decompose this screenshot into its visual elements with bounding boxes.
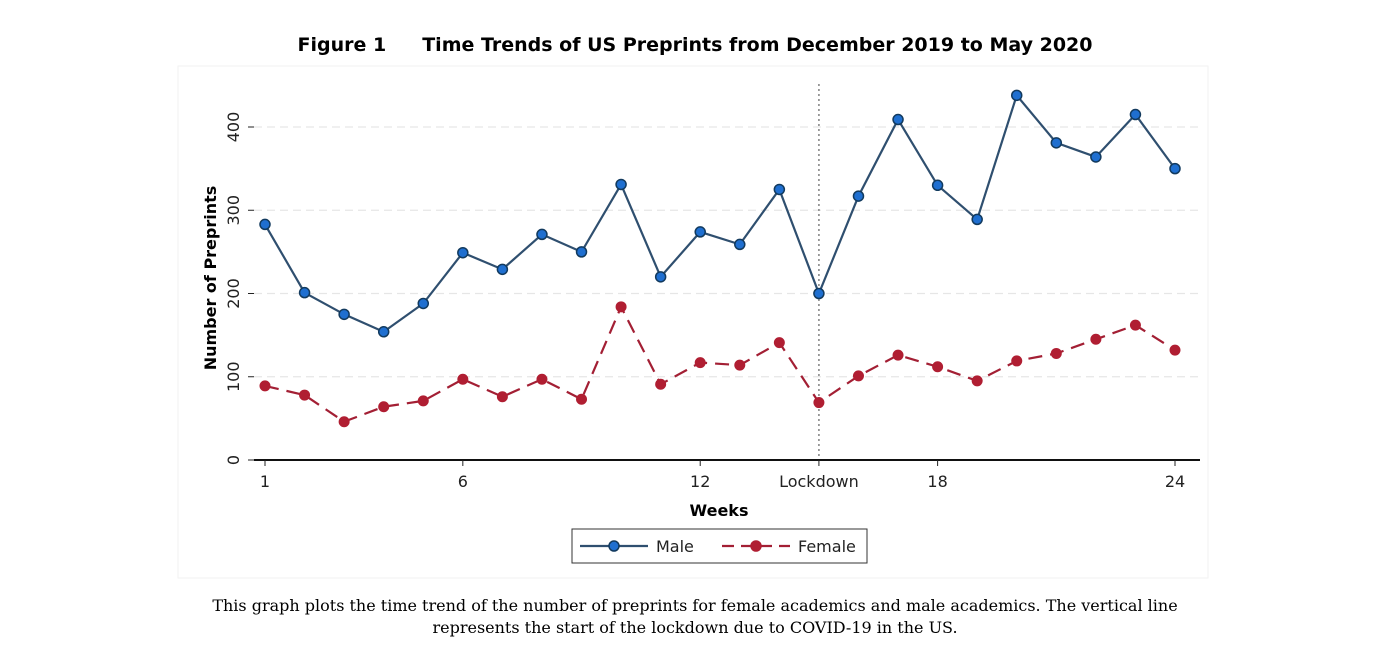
chart-frame: [177, 65, 1209, 579]
data-point-female: [892, 349, 904, 361]
data-point-female: [338, 416, 350, 428]
data-point-female: [694, 357, 706, 369]
series-line-male: [264, 93, 1176, 334]
data-point-female: [1169, 344, 1181, 356]
series-group: [259, 89, 1181, 428]
data-point-female: [576, 393, 588, 405]
y-tick-label: 200: [224, 278, 243, 309]
data-point-female: [971, 375, 983, 387]
data-point-female: [813, 397, 825, 409]
data-point-female: [1011, 355, 1023, 367]
y-tick-label: 300: [224, 195, 243, 226]
data-point-male: [259, 218, 271, 231]
data-point-male: [654, 271, 667, 283]
data-point-female: [299, 389, 311, 401]
y-tick-label: 0: [224, 455, 243, 465]
data-point-male: [1050, 137, 1063, 149]
data-point-female: [1090, 333, 1102, 345]
x-tick-label: 1: [260, 472, 270, 491]
data-point-female: [1050, 347, 1062, 359]
legend-box: [571, 528, 868, 564]
data-point-female: [378, 401, 390, 413]
legend-label-female: Female: [798, 537, 856, 556]
x-tick-label: 12: [690, 472, 710, 491]
data-point-male: [852, 190, 865, 202]
data-point-male: [575, 246, 588, 258]
data-point-female: [852, 370, 864, 382]
line-chart: 0 100 200 300 400 1 6 12 Lockdown 18 24 Weeks Numb…: [177, 65, 1209, 579]
data-point-male: [338, 308, 350, 321]
data-point-male: [1129, 108, 1142, 121]
x-tick-label: Lockdown: [779, 472, 859, 491]
legend-label-male: Male: [656, 537, 694, 556]
y-tick-label: 400: [224, 112, 243, 143]
figure-title-text: Time Trends of US Preprints from Decembe…: [422, 34, 1093, 56]
data-point-male: [417, 297, 430, 310]
data-point-male: [457, 246, 469, 259]
data-point-male: [931, 179, 944, 192]
legend-marker-male: [608, 540, 620, 552]
data-point-female: [417, 395, 429, 407]
y-axis-label: Number of Preprints: [201, 186, 220, 371]
data-point-male: [1169, 162, 1181, 175]
data-point-female: [615, 301, 627, 313]
data-point-male: [496, 263, 509, 276]
data-point-female: [734, 359, 746, 371]
data-point-female: [773, 337, 785, 349]
data-point-female: [496, 391, 508, 403]
figure-number: Figure 1: [297, 34, 387, 56]
data-point-male: [773, 183, 786, 196]
data-point-male: [734, 238, 746, 251]
data-point-male: [377, 326, 390, 338]
legend-marker-female: [750, 540, 762, 552]
data-point-female: [259, 380, 271, 392]
data-point-male: [892, 113, 904, 126]
x-tick-label: 18: [927, 472, 947, 491]
data-point-male: [536, 228, 548, 241]
data-point-male: [813, 287, 825, 300]
data-point-female: [1129, 319, 1141, 331]
x-tick-label: 6: [458, 472, 468, 491]
data-point-male: [694, 226, 706, 238]
x-axis-label: Weeks: [690, 501, 749, 520]
x-tick-label: 24: [1165, 472, 1185, 491]
data-point-female: [932, 361, 944, 373]
figure-title: Figure 1 Time Trends of US Preprints from…: [0, 34, 1390, 56]
series-line-female: [264, 304, 1176, 423]
legend: Male Female: [571, 528, 868, 564]
data-point-male: [1090, 151, 1102, 163]
data-point-male: [1010, 89, 1023, 102]
y-tick-label: 100: [224, 361, 243, 392]
figure-caption: This graph plots the time trend of the n…: [212, 596, 1178, 637]
data-point-female: [655, 378, 667, 390]
data-point-female: [536, 373, 548, 385]
data-point-male: [971, 213, 983, 226]
axes: 0 100 200 300 400 1 6 12 Lockdown 18 24: [224, 112, 1200, 491]
data-point-male: [298, 286, 311, 299]
data-point-female: [457, 373, 469, 385]
data-point-male: [615, 178, 627, 191]
grid: [254, 126, 1200, 378]
